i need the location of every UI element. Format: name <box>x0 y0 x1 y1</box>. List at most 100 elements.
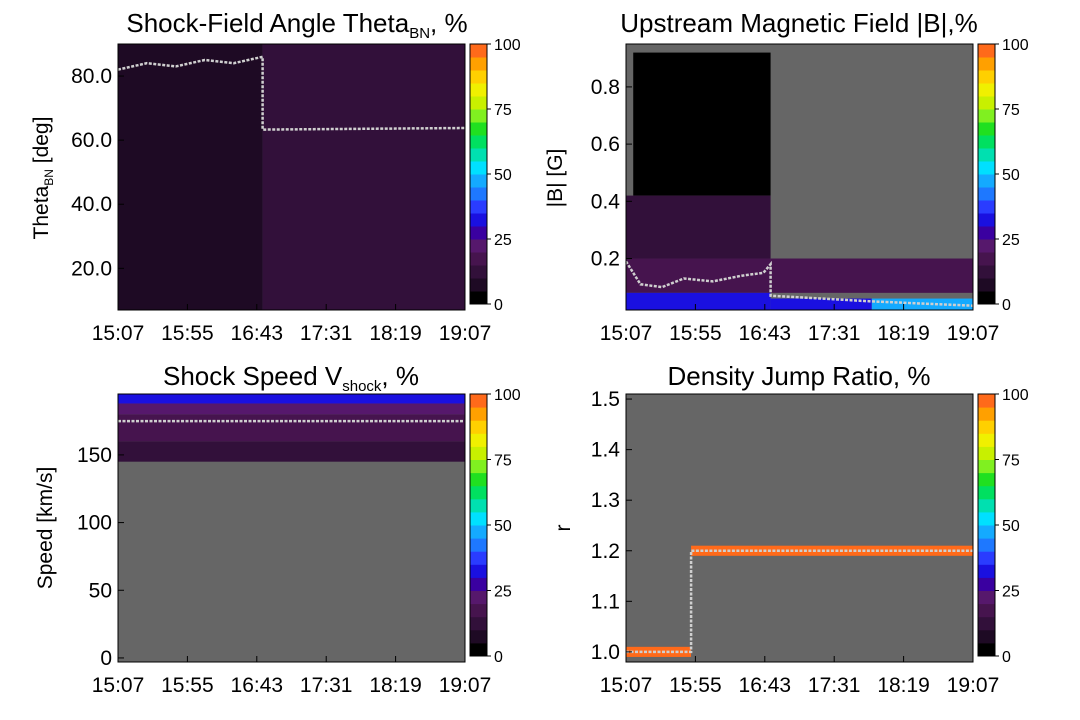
heatmap-cell <box>626 292 771 310</box>
heatmap-cell <box>118 441 465 462</box>
plot-frame <box>117 43 466 311</box>
y-axis-ticks: 20.0 40.0 60.0 80.0 <box>71 65 124 280</box>
x-tick-label: 16:43 <box>231 674 284 697</box>
y-tick-label: 0.6 <box>591 133 620 156</box>
y-tick-label: 0.2 <box>591 248 620 271</box>
colorbar-segment <box>470 407 487 421</box>
colorbar-segment <box>470 44 487 58</box>
y-axis-label: |B| [G] <box>544 149 567 208</box>
colorbar-segment <box>978 642 995 657</box>
colorbar-segment <box>978 265 995 279</box>
x-tick-label: 19:07 <box>439 322 492 345</box>
colorbar-tick-label: 100 <box>494 37 521 54</box>
colorbar-segment <box>978 278 995 292</box>
colorbar-segment <box>470 564 487 578</box>
ylabel-suffix: [deg] <box>30 117 53 170</box>
ylabel-main: |B| [G] <box>544 149 567 208</box>
colorbar-tick-label: 75 <box>494 453 512 470</box>
colorbar-segment <box>978 485 995 500</box>
colorbar-tick-label: 75 <box>1002 453 1020 470</box>
colorbar-tick-label: 0 <box>494 297 503 314</box>
y-tick-label: 80.0 <box>71 65 112 88</box>
colorbar-segment <box>978 407 995 421</box>
colorbar-tick-label: 0 <box>1002 649 1011 666</box>
colorbar-segment <box>470 446 487 460</box>
y-axis-ticks: 0 50 100 150 <box>77 444 124 670</box>
title-suffix: , % <box>381 361 419 391</box>
panel-theta-bn: Shock-Field Angle ThetaBN, % ThetaBN [de… <box>30 8 521 345</box>
colorbar-tick-label: 100 <box>494 387 521 404</box>
colorbar-segment <box>470 603 487 618</box>
colorbar-segment <box>978 511 995 526</box>
colorbar-segment <box>470 485 487 500</box>
x-axis-ticks: 15:07 15:55 16:43 17:31 18:19 19:07 <box>92 304 492 345</box>
y-tick-label: 1.5 <box>591 388 620 411</box>
x-tick-label: 18:19 <box>369 322 422 345</box>
x-tick-label: 17:31 <box>808 322 861 345</box>
plot-area <box>624 43 974 311</box>
heatmap-cell <box>118 394 465 404</box>
heatmap-cell <box>118 403 465 415</box>
colorbar-tick-label: 50 <box>1002 167 1020 184</box>
colorbar-segment <box>470 577 487 591</box>
x-tick-label: 19:07 <box>439 674 492 697</box>
y-tick-label: 100 <box>77 512 112 535</box>
colorbar-segment <box>978 70 995 84</box>
colorbar-segment <box>978 187 995 201</box>
y-axis-label: r <box>552 525 575 532</box>
x-axis-ticks: 15:07 15:55 16:43 17:31 18:19 19:07 <box>600 656 1000 697</box>
colorbar-segment <box>470 252 487 266</box>
median-line <box>626 549 973 654</box>
colorbar-segment <box>470 174 487 188</box>
colorbar-segment <box>978 472 995 487</box>
heatmap-cell <box>118 44 263 310</box>
panel-magnetic-field: Upstream Magnetic Field |B|,% |B| [G] 15… <box>544 8 1029 345</box>
colorbar-tick-label: 50 <box>494 518 512 535</box>
x-tick-label: 18:19 <box>877 674 930 697</box>
x-tick-label: 15:07 <box>92 674 145 697</box>
colorbar-segment <box>470 187 487 201</box>
y-axis-label: Speed [km/s] <box>34 467 57 590</box>
colorbar-segment <box>978 122 995 136</box>
colorbar-segment <box>470 394 487 408</box>
ylabel-main: Speed [km/s] <box>34 467 57 590</box>
x-tick-label: 19:07 <box>947 674 1000 697</box>
x-tick-label: 15:55 <box>161 322 214 345</box>
heatmap-cell <box>262 44 465 310</box>
colorbar-segment <box>470 629 487 644</box>
y-tick-label: 1.0 <box>591 641 620 664</box>
panel-density-jump: Density Jump Ratio, % r 15:07 15:55 16:43 1… <box>552 361 1029 697</box>
colorbar-segment <box>978 551 995 565</box>
colorbar-segment <box>470 498 487 513</box>
panel-title: Upstream Magnetic Field |B|,% <box>620 8 977 38</box>
x-tick-label: 15:07 <box>92 322 145 345</box>
x-tick-label: 15:55 <box>669 674 722 697</box>
y-tick-label: 60.0 <box>71 129 112 152</box>
heatmap-cell <box>770 298 872 310</box>
colorbar-tick-label: 100 <box>1002 37 1029 54</box>
ylabel-main: Theta <box>30 185 53 239</box>
colorbar-segment <box>470 109 487 123</box>
colorbar-segment <box>978 161 995 175</box>
colorbar-segment <box>470 161 487 175</box>
heatmap-cell <box>633 52 771 196</box>
title-subscript: BN <box>409 25 430 42</box>
x-tick-label: 19:07 <box>947 322 1000 345</box>
colorbar-segment <box>978 291 995 305</box>
title-main: Upstream Magnetic Field |B|,% <box>620 8 977 38</box>
panel-title: Shock Speed Vshock, % <box>163 361 419 395</box>
x-tick-label: 16:43 <box>739 674 792 697</box>
colorbar-tick-label: 25 <box>494 584 512 601</box>
colorbar-segment <box>470 57 487 71</box>
panel-shock-speed: Shock Speed Vshock, % Speed [km/s] 15:07… <box>34 361 521 697</box>
y-tick-label: 0.4 <box>591 190 621 213</box>
colorbar-segment <box>470 278 487 292</box>
colorbar-segment <box>978 538 995 552</box>
colorbar-segment <box>978 96 995 110</box>
colorbar-segment <box>978 616 995 631</box>
colorbar-segment <box>470 433 487 447</box>
x-tick-label: 17:31 <box>808 674 861 697</box>
x-axis-ticks: 15:07 15:55 16:43 17:31 18:19 19:07 <box>92 656 492 697</box>
y-tick-label: 20.0 <box>71 257 112 280</box>
